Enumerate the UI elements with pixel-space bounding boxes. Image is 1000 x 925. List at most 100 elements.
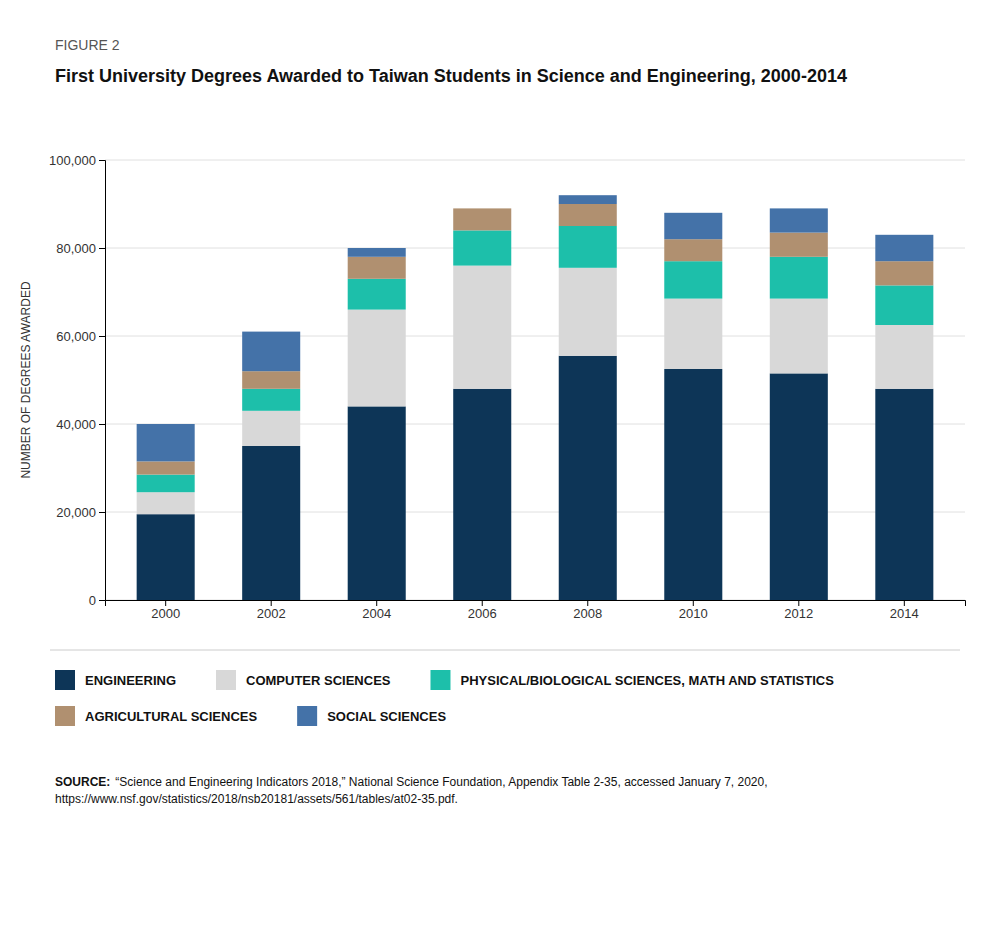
tick-label: 2014 bbox=[890, 606, 919, 621]
bar-segment bbox=[348, 248, 406, 257]
legend-item: PHYSICAL/BIOLOGICAL SCIENCES, MATH AND S… bbox=[430, 670, 834, 690]
bar-segment bbox=[664, 369, 722, 600]
tick: 2012 bbox=[784, 600, 813, 621]
legend-label: ENGINEERING bbox=[85, 673, 176, 688]
series bbox=[137, 266, 934, 515]
bar-segment bbox=[453, 389, 511, 600]
bar-segment bbox=[453, 230, 511, 265]
bar-segment bbox=[559, 204, 617, 226]
tick-mark bbox=[99, 160, 105, 161]
source-label: SOURCE: bbox=[55, 775, 110, 789]
y-axis: 0 20,000 40,000 60,000 80,000 100,000 bbox=[49, 153, 106, 608]
tick: 20,000 bbox=[56, 505, 105, 520]
legend-item: AGRICULTURAL SCIENCES bbox=[55, 706, 257, 726]
bar-segment bbox=[875, 261, 933, 285]
text-line: https://www.nsf.gov/statistics/2018/nsb2… bbox=[55, 792, 458, 806]
y-axis-title: NUMBER OF DEGREES AWARDED bbox=[19, 281, 33, 478]
x-axis: 20002002200420062008201020122014 bbox=[106, 600, 966, 621]
bar-segment bbox=[348, 257, 406, 279]
bar-segment bbox=[559, 268, 617, 356]
tick-mark bbox=[99, 248, 105, 249]
tick-mark bbox=[376, 600, 377, 606]
legend: ENGINEERING COMPUTER SCIENCES PHYSICAL/BIO… bbox=[55, 670, 834, 726]
tick-mark bbox=[271, 600, 272, 606]
grid-line bbox=[105, 424, 965, 425]
tick: 80,000 bbox=[56, 241, 105, 256]
bar-segment bbox=[137, 461, 195, 474]
bar-segment bbox=[875, 389, 933, 600]
tick-label: 2002 bbox=[257, 606, 286, 621]
grid-line bbox=[105, 248, 965, 249]
tick-mark bbox=[99, 424, 105, 425]
bar-segment bbox=[242, 446, 300, 600]
legend-swatch bbox=[216, 670, 236, 690]
bar-segment bbox=[348, 279, 406, 310]
bar-segment bbox=[664, 261, 722, 298]
legend-swatch bbox=[55, 670, 75, 690]
bar-segment bbox=[242, 411, 300, 446]
bar-segment bbox=[348, 310, 406, 407]
tick: 40,000 bbox=[56, 417, 105, 432]
legend-label: AGRICULTURAL SCIENCES bbox=[85, 709, 257, 724]
tick: 100,000 bbox=[49, 153, 105, 168]
tick-mark bbox=[165, 600, 166, 606]
text-line: First University Degrees Awarded to Taiw… bbox=[55, 66, 847, 86]
tick-label: 80,000 bbox=[56, 241, 96, 256]
grid-line bbox=[105, 512, 965, 513]
bar-segment bbox=[770, 373, 828, 600]
bars bbox=[137, 195, 934, 600]
bar-segment bbox=[348, 406, 406, 600]
grid-line bbox=[105, 160, 965, 161]
series bbox=[137, 195, 934, 461]
legend-item: SOCIAL SCIENCES bbox=[297, 706, 446, 726]
tick-label: 100,000 bbox=[49, 153, 96, 168]
bar-segment bbox=[664, 213, 722, 239]
bar-segment bbox=[137, 475, 195, 493]
bar-segment bbox=[770, 233, 828, 257]
tick-label: 0 bbox=[89, 593, 96, 608]
tick: 0 bbox=[89, 593, 105, 608]
tick-label: 2006 bbox=[468, 606, 497, 621]
series bbox=[137, 356, 934, 600]
tick-mark bbox=[99, 512, 105, 513]
tick: 60,000 bbox=[56, 329, 105, 344]
tick: 2006 bbox=[468, 600, 497, 621]
text-line: “Science and Engineering Indicators 2018… bbox=[115, 775, 767, 789]
axis-line bbox=[99, 161, 106, 601]
tick-label: 2012 bbox=[784, 606, 813, 621]
series bbox=[137, 204, 934, 475]
legend-swatch bbox=[297, 706, 317, 726]
bar-segment bbox=[875, 235, 933, 261]
tick-label: 2000 bbox=[151, 606, 180, 621]
legend-item: COMPUTER SCIENCES bbox=[216, 670, 391, 690]
legend-item: ENGINEERING bbox=[55, 670, 176, 690]
bar-segment bbox=[664, 299, 722, 369]
bar-segment bbox=[770, 299, 828, 374]
tick-mark bbox=[904, 600, 905, 606]
bar-segment bbox=[137, 514, 195, 600]
tick: 2002 bbox=[257, 600, 286, 621]
tick-mark bbox=[587, 600, 588, 606]
bar-segment bbox=[242, 332, 300, 372]
legend-label: PHYSICAL/BIOLOGICAL SCIENCES, MATH AND S… bbox=[460, 673, 834, 688]
legend-label: COMPUTER SCIENCES bbox=[246, 673, 391, 688]
tick: 2000 bbox=[151, 600, 180, 621]
bar-segment bbox=[559, 356, 617, 600]
bar-segment bbox=[242, 371, 300, 389]
bar-segment bbox=[875, 285, 933, 325]
bar-segment bbox=[664, 239, 722, 261]
tick: 2008 bbox=[573, 600, 602, 621]
tick-label: 2008 bbox=[573, 606, 602, 621]
tick-mark bbox=[798, 600, 799, 606]
tick-label: 20,000 bbox=[56, 505, 96, 520]
separator bbox=[50, 650, 960, 651]
bar-segment bbox=[875, 325, 933, 389]
tick-label: 2004 bbox=[362, 606, 391, 621]
chart: FIGURE 2 First University Degrees Awarded… bbox=[0, 0, 1000, 925]
tick-mark bbox=[99, 336, 105, 337]
grid-line bbox=[105, 336, 965, 337]
figure-label: FIGURE 2 bbox=[55, 37, 120, 53]
tick-label: 40,000 bbox=[56, 417, 96, 432]
bar-segment bbox=[559, 226, 617, 268]
tick-label: 60,000 bbox=[56, 329, 96, 344]
